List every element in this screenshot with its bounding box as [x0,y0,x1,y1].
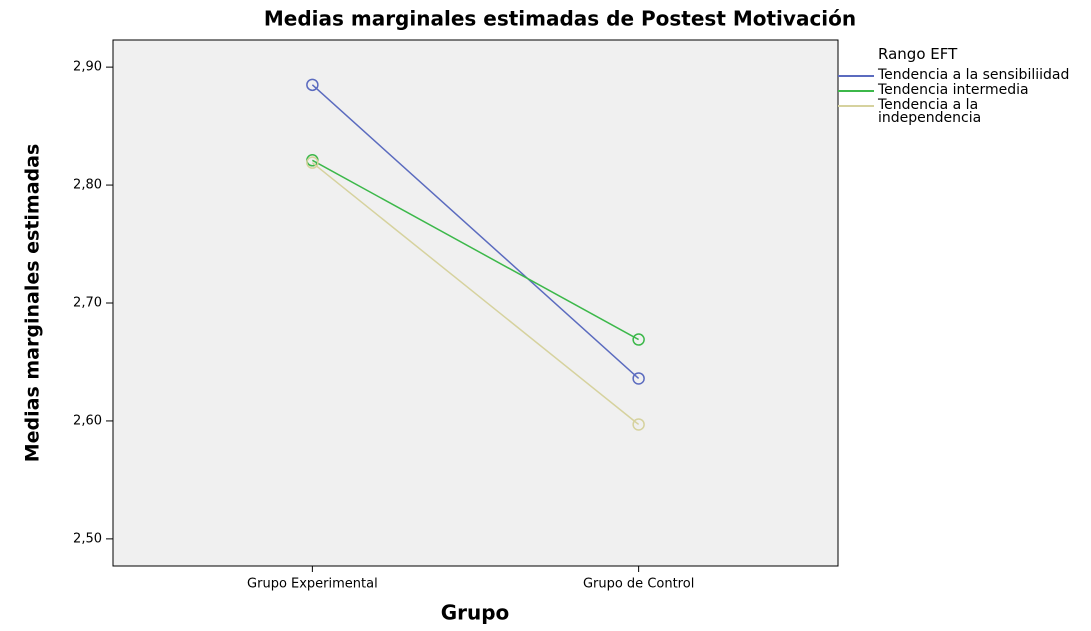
legend-label: Tendencia intermedia [878,82,1029,98]
legend-item: Tendencia a la independencia [838,97,1088,126]
x-axis-title: Grupo [441,601,510,625]
chart-title: Medias marginales estimadas de Postest M… [264,7,856,31]
legend-item: Tendencia a la sensibiliidad [838,67,1088,83]
data-point [632,372,645,385]
legend-swatch [838,90,874,92]
plot-area [112,39,839,567]
legend-item: Tendencia intermedia [838,82,1088,98]
data-point [306,78,319,92]
series-line [312,159,639,341]
series-line [311,84,640,380]
legend: Rango EFT Tendencia a la sensibiliidad Te… [838,45,1088,127]
y-tick-label: 2,70 [73,296,102,311]
y-tick-label: 2,90 [73,60,102,75]
x-tick-label: Grupo Experimental [247,577,378,592]
y-tick-label: 2,60 [73,413,102,428]
x-tick-label: Grupo de Control [583,577,694,592]
data-point [632,418,645,431]
data-point [306,156,319,169]
y-tick-label: 2,50 [73,531,102,546]
legend-label: Tendencia a la sensibiliidad [878,67,1070,83]
series-line [311,162,640,426]
y-tick-label: 2,80 [73,178,102,193]
legend-title: Rango EFT [878,45,958,63]
legend-swatch [838,75,874,77]
data-point [632,333,645,346]
legend-swatch [838,105,874,107]
y-axis-title: Medias marginales estimadas [22,144,44,463]
legend-label: Tendencia a la independencia [878,97,982,126]
